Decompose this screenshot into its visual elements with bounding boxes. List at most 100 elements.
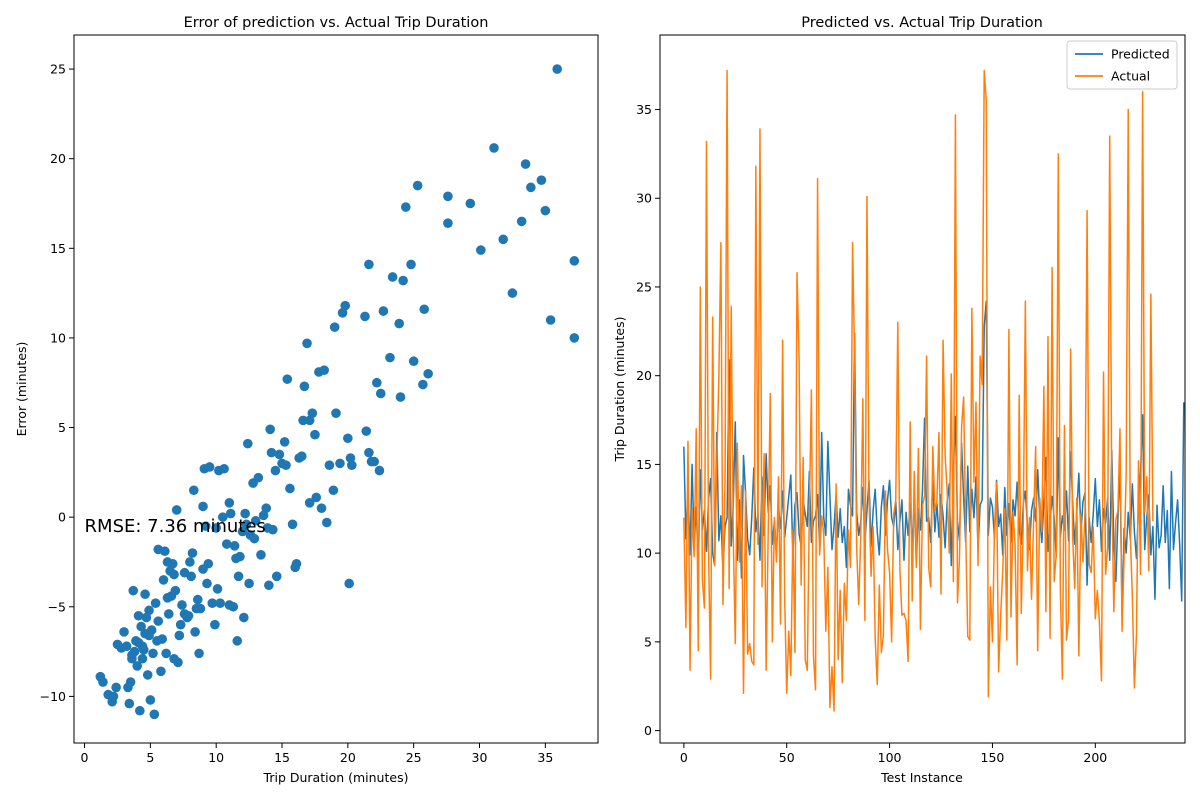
scatter-point [304, 498, 315, 508]
scatter-point [364, 259, 374, 270]
scatter-point [233, 571, 244, 582]
scatter-point [476, 245, 486, 255]
scatter-point [311, 492, 322, 503]
scatter-x-tick-label: 30 [472, 750, 488, 765]
scatter-point [319, 365, 329, 375]
scatter-point [187, 548, 198, 558]
scatter-point [265, 424, 275, 435]
scatter-point [145, 695, 156, 705]
scatter-point [185, 557, 195, 567]
scatter-point [346, 460, 357, 470]
line-y-tick-label: 0 [644, 723, 652, 738]
scatter-point [212, 584, 223, 594]
scatter-x-tick-label: 20 [340, 750, 356, 765]
scatter-point [235, 551, 245, 562]
scatter-point [423, 368, 433, 379]
scatter-point [375, 388, 386, 399]
scatter-point [191, 603, 202, 614]
line-y-ticks: 0 5 10 15 20 25 30 35 [636, 102, 660, 738]
scatter-point [189, 485, 199, 496]
scatter-point [215, 598, 225, 608]
scatter-point [229, 541, 240, 551]
scatter-x-label: Trip Duration (minutes) [263, 770, 409, 785]
scatter-point [144, 605, 154, 616]
scatter-point [261, 503, 272, 513]
scatter-point [124, 698, 135, 709]
scatter-point [119, 627, 129, 637]
scatter-point [183, 610, 194, 621]
scatter-point [526, 182, 536, 193]
line-y-tick-label: 15 [636, 457, 652, 472]
scatter-point [520, 159, 531, 169]
scatter-point [192, 594, 203, 605]
scatter-point [170, 585, 181, 596]
scatter-point [299, 381, 310, 392]
legend-label-actual: Actual [1111, 69, 1150, 84]
scatter-point [242, 438, 253, 449]
scatter-point [210, 619, 220, 630]
scatter-point [345, 453, 356, 463]
scatter-point [207, 598, 218, 608]
scatter-point [394, 318, 404, 329]
scatter-point [489, 143, 499, 153]
scatter-point [374, 465, 385, 476]
scatter-point [150, 598, 161, 608]
scatter-point [163, 609, 174, 619]
scatter-point [296, 451, 307, 462]
scatter-point [328, 485, 339, 496]
line-x-tick-label: 0 [680, 750, 688, 765]
scatter-point [507, 288, 518, 298]
scatter-x-tick-label: 35 [537, 750, 553, 765]
scatter-x-tick-label: 5 [146, 750, 154, 765]
scatter-point [321, 517, 332, 528]
line-x-tick-label: 200 [1083, 750, 1107, 765]
scatter-point [162, 557, 173, 567]
scatter-point [204, 462, 215, 472]
scatter-point [161, 648, 171, 659]
scatter-point [307, 408, 318, 418]
legend-label-predicted: Predicted [1111, 47, 1170, 62]
scatter-point [266, 447, 277, 458]
scatter-point [136, 621, 146, 632]
scatter-point [412, 180, 423, 191]
scatter-point [253, 472, 264, 483]
line-axes-frame [659, 34, 1186, 744]
line-x-tick-label: 150 [981, 750, 1005, 765]
scatter-point [369, 456, 379, 467]
line-x-tick-label: 50 [779, 750, 795, 765]
scatter-point [540, 205, 551, 216]
scatter-point [153, 616, 164, 626]
scatter-point [249, 533, 260, 544]
scatter-point [190, 627, 200, 637]
scatter-point [156, 666, 166, 677]
scatter-point [224, 600, 235, 610]
scatter-point [324, 460, 335, 470]
scatter-point [443, 191, 453, 202]
scatter-point [157, 634, 168, 644]
scatter-point [133, 610, 144, 621]
scatter-point [140, 589, 150, 600]
scatter-x-tick-label: 25 [406, 750, 422, 765]
scatter-point [270, 465, 281, 476]
scatter-point [138, 644, 149, 655]
line-y-tick-label: 5 [644, 634, 652, 649]
scatter-axes-frame [73, 34, 599, 744]
series-line-predicted [683, 300, 1185, 616]
scatter-point [186, 571, 196, 582]
scatter-point [516, 216, 527, 227]
scatter-point [408, 356, 419, 367]
scatter-y-tick-label: 5 [58, 420, 66, 435]
scatter-point [256, 549, 266, 560]
scatter-x-tick-label: 15 [274, 750, 290, 765]
scatter-point [406, 259, 416, 270]
scatter-point [302, 338, 312, 349]
scatter-point [418, 379, 428, 390]
scatter-point [343, 433, 353, 444]
scatter-point [335, 458, 345, 469]
scatter-y-tick-label: −10 [40, 689, 66, 704]
scatter-point [175, 619, 186, 630]
scatter-point [498, 234, 509, 245]
scatter-y-tick-label: 0 [58, 510, 66, 525]
scatter-point [169, 653, 179, 664]
